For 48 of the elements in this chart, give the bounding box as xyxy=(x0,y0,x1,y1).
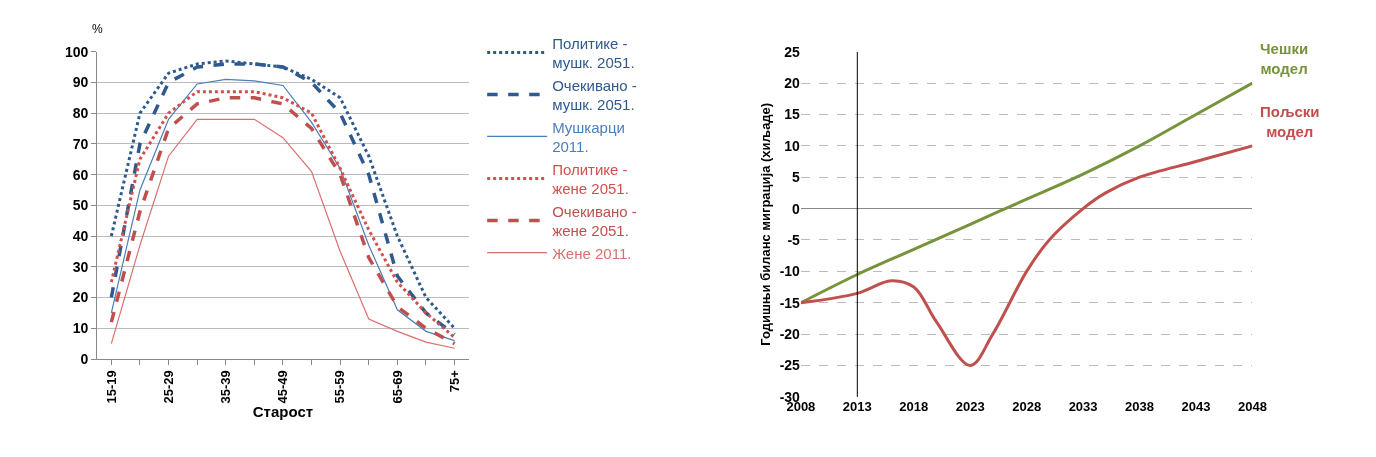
y-tick-label: 50 xyxy=(72,197,89,214)
y-tick-label: 25 xyxy=(784,43,801,60)
series-label: Чешки модел xyxy=(1260,40,1309,77)
y-tick-label: -25 xyxy=(779,357,801,374)
x-tick-label: 65-69 xyxy=(389,370,405,404)
y-tick-label: 0 xyxy=(792,200,801,217)
x-tick-label: 2043 xyxy=(1181,398,1211,414)
y-tick-label: 60 xyxy=(72,166,89,183)
legend-label: Политике - жене 2051. xyxy=(552,160,629,198)
legend-label: Мушкарци 2011. xyxy=(552,118,625,156)
y-tick-label: 30 xyxy=(72,258,89,275)
y-tick-label: 90 xyxy=(72,74,89,91)
x-tick-label: 2038 xyxy=(1125,398,1154,414)
y-tick-label: -15 xyxy=(779,294,801,311)
y-tick-label: -10 xyxy=(779,263,801,280)
y-tick-label: 0 xyxy=(80,350,89,367)
y-tick-label: 70 xyxy=(72,135,89,152)
legend-label: Политике - мушк. 2051. xyxy=(552,34,635,72)
x-axis-title: Старост xyxy=(252,403,314,421)
legend-label: Жене 2011. xyxy=(552,244,632,262)
x-tick-label: 45-49 xyxy=(275,370,291,404)
y-tick-label: 20 xyxy=(784,74,801,91)
y-tick-label: -20 xyxy=(779,326,801,343)
legend-label: Очекивано - жене 2051. xyxy=(552,202,637,240)
x-tick-label: 2023 xyxy=(955,398,985,414)
y-tick-label: -5 xyxy=(787,231,801,248)
y-tick-label: 5 xyxy=(792,169,801,186)
y-tick-label: 40 xyxy=(72,227,89,244)
series-label: Пољски модел xyxy=(1260,103,1320,140)
y-tick-label: 10 xyxy=(784,137,801,154)
y-axis-title: % xyxy=(92,22,103,36)
y-tick-label: 80 xyxy=(72,105,89,122)
x-tick-label: 35-39 xyxy=(217,370,233,404)
y-tick-label: 15 xyxy=(784,106,801,123)
y-tick-label: 10 xyxy=(72,320,89,337)
x-tick-label: 2018 xyxy=(899,398,929,414)
x-tick-label: 75+ xyxy=(446,369,462,393)
x-tick-label: 2013 xyxy=(842,398,872,414)
x-tick-label: 25-29 xyxy=(160,370,176,404)
x-tick-label: 2033 xyxy=(1068,398,1098,414)
x-tick-label: 15-19 xyxy=(103,370,119,404)
y-tick-label: 20 xyxy=(72,289,89,306)
x-tick-label: 55-59 xyxy=(332,370,348,404)
x-tick-label: 2028 xyxy=(1012,398,1042,414)
x-tick-label: 2048 xyxy=(1237,398,1267,414)
y-tick-label: 100 xyxy=(64,43,89,60)
legend-label: Очекивано - мушк. 2051. xyxy=(552,76,637,114)
y-axis-title: Годишњи биланс миграција (хиљаде) xyxy=(757,102,773,346)
